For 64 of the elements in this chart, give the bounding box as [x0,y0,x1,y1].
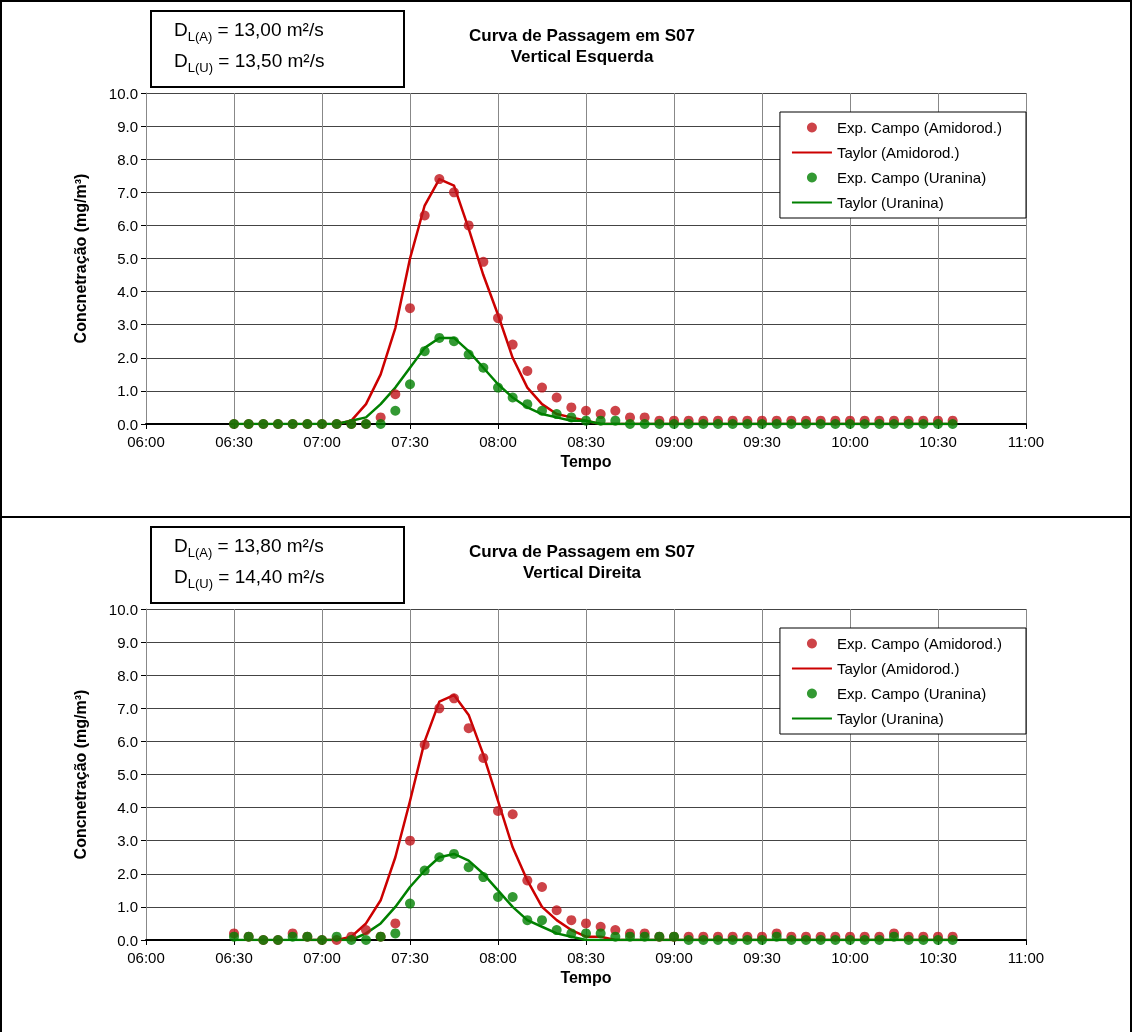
y-tick-label: 10.0 [108,84,138,102]
y-tick-label: 0.0 [117,931,138,949]
x-axis-title: Tempo [560,969,612,987]
y-tick-label: 4.0 [117,799,138,817]
y-tick-label: 6.0 [117,216,138,234]
y-tick-label: 9.0 [117,117,138,135]
x-tick-label: 09:30 [743,949,781,966]
x-tick-label: 06:00 [127,949,165,966]
y-tick-label: 2.0 [117,349,138,367]
y-tick-label: 7.0 [117,183,138,201]
legend-label: Exp. Campo (Uranina) [836,685,987,702]
chart-subtitle: Vertical Esquerda [510,47,654,66]
x-tick-label: 09:00 [655,433,693,450]
legend-label: Taylor (Uranina) [836,194,944,211]
y-tick-label: 3.0 [117,316,138,334]
legend-label: Exp. Campo (Amidorod.) [836,119,1002,136]
x-axis-title: Tempo [560,453,612,471]
legend-label: Exp. Campo (Uranina) [836,169,987,186]
legend-label: Taylor (Amidorod.) [836,660,960,677]
x-tick-label: 10:30 [919,433,957,450]
y-tick-label: 5.0 [117,766,138,783]
legend-label: Exp. Campo (Amidorod.) [836,635,1002,652]
y-axis-title: Concnetração (mg/m³) [71,689,89,860]
legend-label: Taylor (Uranina) [836,710,944,727]
x-tick-label: 06:30 [215,949,253,966]
y-tick-label: 7.0 [117,699,138,717]
x-tick-label: 10:00 [831,433,869,450]
y-tick-label: 3.0 [117,832,138,850]
text: D$_{L(U)}$ = 14,40 m²/s [174,564,326,593]
x-tick-label: 10:30 [919,949,957,966]
y-tick-label: 8.0 [117,150,138,168]
y-tick-label: 1.0 [117,898,138,916]
x-tick-label: 07:30 [391,949,429,966]
y-tick-label: 10.0 [108,600,138,618]
x-tick-label: 09:00 [655,949,693,966]
x-tick-label: 10:00 [831,949,869,966]
x-tick-label: 07:00 [303,949,341,966]
text: D$_{L(A)}$ = 13,80 m²/s [174,534,325,562]
y-tick-label: 2.0 [117,865,138,883]
y-tick-label: 4.0 [117,283,138,301]
x-tick-label: 06:00 [127,433,165,450]
y-tick-label: 0.0 [117,415,138,433]
x-tick-label: 11:00 [1007,949,1045,966]
y-tick-label: 5.0 [117,250,138,267]
x-tick-label: 08:00 [479,949,517,966]
x-tick-label: 09:30 [743,433,781,450]
x-tick-label: 08:30 [567,433,605,450]
text: D$_{L(U)}$ = 13,50 m²/s [174,48,326,77]
x-tick-label: 11:00 [1007,433,1045,450]
y-tick-label: 1.0 [117,382,138,400]
legend-label: Taylor (Amidorod.) [836,144,960,161]
y-tick-label: 6.0 [117,732,138,750]
chart-title: Curva de Passagem em S07 [469,26,695,45]
y-tick-label: 8.0 [117,666,138,684]
x-tick-label: 06:30 [215,433,253,450]
chart-subtitle: Vertical Direita [522,563,642,582]
y-axis-title: Concnetração (mg/m³) [71,173,89,344]
x-tick-label: 07:00 [303,433,341,450]
chart-title: Curva de Passagem em S07 [469,542,695,561]
x-tick-label: 08:30 [567,949,605,966]
y-tick-label: 9.0 [117,633,138,651]
x-tick-label: 07:30 [391,433,429,450]
x-tick-label: 08:00 [479,433,517,450]
text: D$_{L(A)}$ = 13,00 m²/s [174,18,325,46]
